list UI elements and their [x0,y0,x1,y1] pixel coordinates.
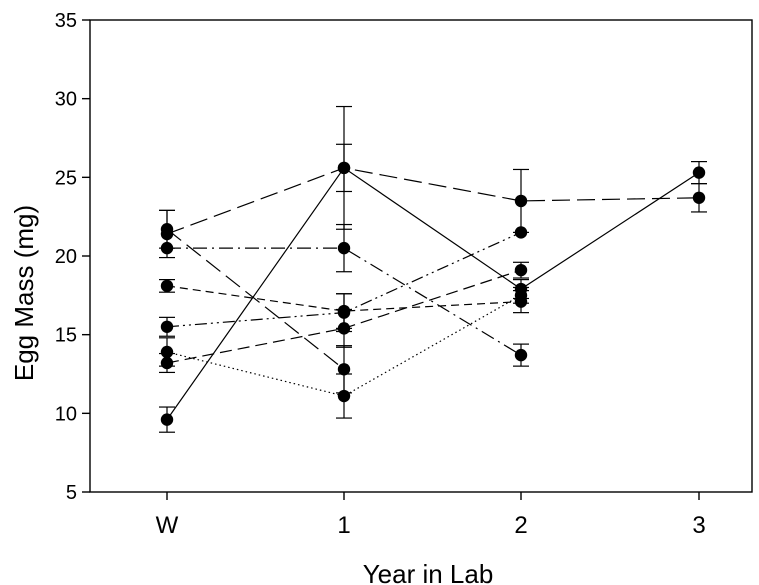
data-point [160,413,174,426]
x-axis-ticks: W 1 2 3 [156,492,706,539]
y-tick-label: 35 [55,10,77,32]
data-point [160,356,174,370]
y-tick-label: 25 [55,167,77,189]
data-point [514,263,528,277]
y-tick-label: 5 [66,482,77,504]
data-point [692,166,706,179]
data-point [514,194,528,208]
data-points [160,161,706,426]
data-point [160,241,174,255]
series-line-3 [166,228,345,370]
x-tick-label: 2 [514,512,527,539]
error-bars [159,105,707,433]
y-tick-label: 15 [55,325,77,347]
series-line-5 [166,285,522,312]
y-axis-title: Egg Mass (mg) [9,205,39,381]
x-tick-label: 3 [692,512,705,539]
x-tick-label: 1 [337,512,350,539]
data-point [337,241,351,255]
plot-frame [89,19,753,493]
data-point [337,363,351,376]
data-point [160,345,174,359]
data-point [337,306,351,319]
y-tick-label: 20 [55,246,77,268]
data-point [514,289,528,302]
data-point [514,226,528,239]
data-point [692,191,706,204]
x-tick-label: W [156,512,179,539]
data-point [160,223,174,236]
plot-border [89,19,753,493]
y-tick-label: 30 [55,89,77,111]
series-line-1 [166,167,700,420]
data-point [337,389,351,403]
data-point [160,320,174,333]
data-point [160,279,174,293]
series-lines [166,167,700,420]
x-axis-title: Year in Lab [363,559,494,585]
y-axis-ticks: 5 10 15 20 25 30 35 [55,10,90,504]
series-line-2 [166,167,700,235]
data-point [337,161,351,175]
y-tick-label: 10 [55,403,77,425]
data-point [514,348,528,362]
data-point [337,322,351,335]
